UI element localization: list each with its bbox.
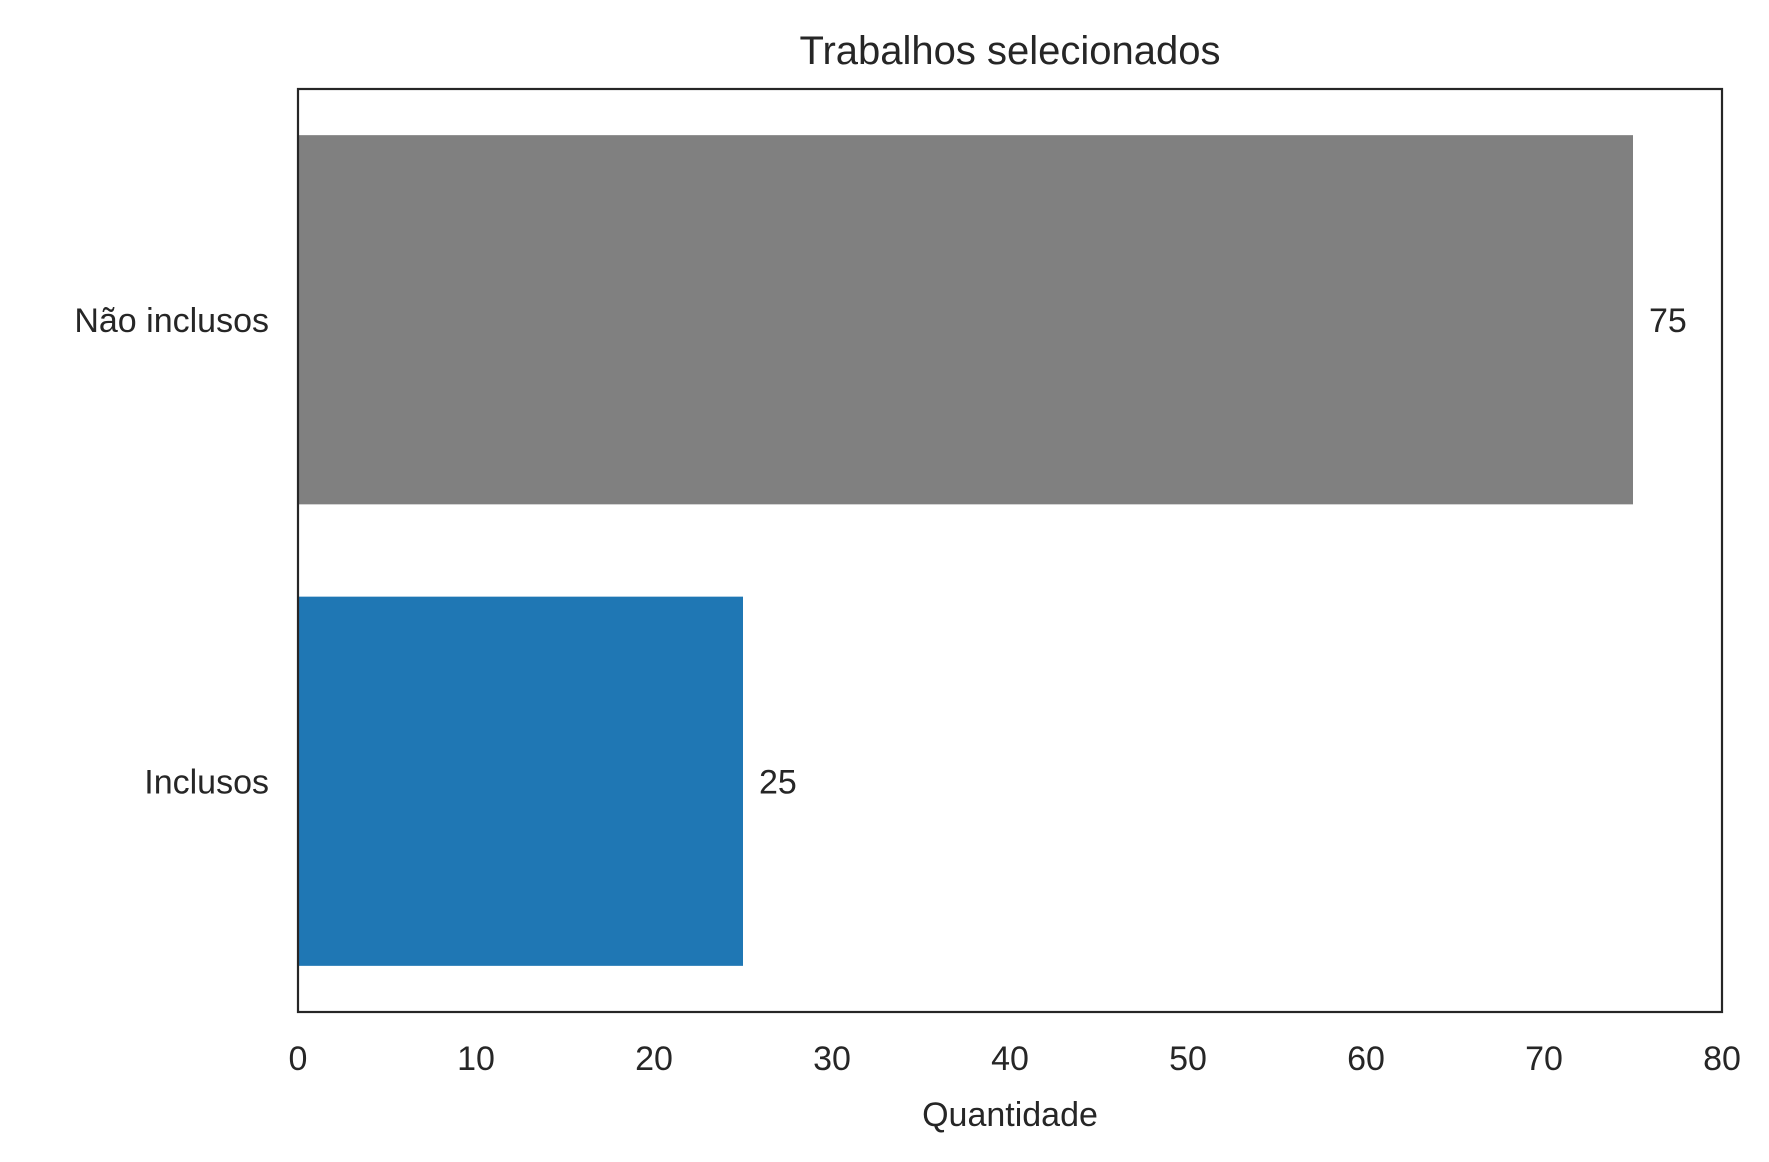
data-labels-group: 75 25 [759,302,1687,802]
x-tick-label-5: 50 [1169,1040,1207,1078]
bar-0 [298,135,1633,505]
chart-title: Trabalhos selecionados [800,29,1221,73]
bar-1 [298,596,743,966]
x-tick-label-3: 30 [813,1040,851,1078]
data-label-1: 25 [759,763,797,801]
x-tick-label-8: 80 [1703,1040,1741,1078]
y-category-labels: Não inclusos Inclusos [74,302,269,802]
x-tick-label-7: 70 [1525,1040,1563,1078]
plot-frame [296,87,1724,1014]
x-axis-label: Quantidade [922,1096,1098,1134]
bars-group [298,135,1633,966]
x-tick-label-2: 20 [635,1040,673,1078]
x-tick-label-6: 60 [1347,1040,1385,1078]
x-tick-label-1: 10 [457,1040,495,1078]
x-tick-label-0: 0 [289,1040,308,1078]
x-tick-labels: 0 10 20 30 40 50 60 70 80 [289,1040,1741,1078]
y-category-label-1: Inclusos [144,763,269,801]
x-tick-label-4: 40 [991,1040,1029,1078]
data-label-0: 75 [1649,302,1687,340]
y-category-label-0: Não inclusos [74,302,269,340]
